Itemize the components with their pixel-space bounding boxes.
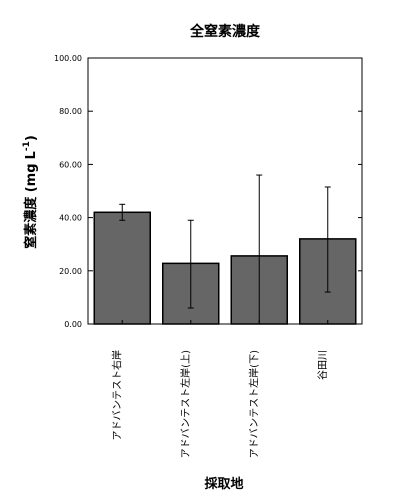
y-axis-label-exponent: -1: [22, 141, 32, 151]
y-tick-label: 40.00: [59, 214, 82, 223]
y-tick-label: 20.00: [59, 267, 82, 276]
x-tick-label: アドバンテスト左岸(上): [179, 350, 192, 458]
plot-area: 0.00 20.00 40.00 60.00 80.00 100.00 アドバンテスト右岸 ア…: [54, 54, 363, 458]
chart-title: 全窒素濃度: [189, 23, 261, 40]
svg-text:窒素濃度 (mgL-1): 窒素濃度 (mg L-1): [22, 135, 39, 249]
x-tick-label: アドバンテスト右岸: [110, 350, 123, 441]
x-tick-label: アドバンテスト左岸(下): [247, 350, 260, 458]
plot-frame: [87, 57, 363, 325]
x-tick-label: 谷田川: [317, 350, 329, 380]
y-axis-label: 窒素濃度 (mg L-1): [22, 135, 39, 249]
y-axis-label-main: 窒素濃度 (mg: [23, 163, 39, 248]
y-tick-label: 0.00: [64, 320, 82, 329]
y-tick-label: 80.00: [59, 107, 82, 116]
x-axis-label: 採取地: [204, 476, 243, 492]
y-axis-label-unit: L: [24, 151, 39, 159]
y-tick-label: 100.00: [54, 54, 82, 63]
y-tick-label: 60.00: [59, 160, 82, 169]
bar: [93, 211, 151, 325]
y-axis-label-close: ): [24, 135, 39, 141]
